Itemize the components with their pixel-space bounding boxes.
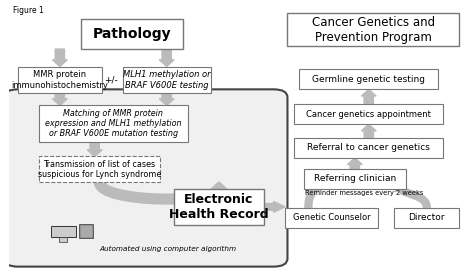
FancyArrow shape [395,185,408,191]
FancyArrow shape [306,185,320,191]
Text: Reminder messages every 2 weeks: Reminder messages every 2 weeks [305,190,423,196]
Bar [79,224,93,238]
FancyArrow shape [264,201,285,212]
FancyBboxPatch shape [4,89,287,266]
Bar [59,237,67,242]
Bar [39,106,188,142]
Text: Transmission of list of cases
suspicious for Lynch syndrome: Transmission of list of cases suspicious… [37,160,161,179]
Bar [294,138,443,158]
Text: Figure 1: Figure 1 [13,6,44,15]
Text: Matching of MMR protein
expression and MLH1 methylation
or BRAF V600E mutation t: Matching of MMR protein expression and M… [45,109,182,139]
FancyArrow shape [347,158,362,168]
Bar [394,208,459,228]
Text: +/-: +/- [104,75,118,85]
FancyArrow shape [361,124,376,138]
FancyArrow shape [159,93,174,106]
Bar [299,69,438,89]
FancyArrow shape [53,49,67,66]
Bar [173,189,264,225]
Text: Electronic
Health Record: Electronic Health Record [169,193,269,221]
FancyArrow shape [159,49,174,66]
Text: Pathology: Pathology [92,27,171,41]
Bar [123,66,211,93]
Bar [51,226,76,237]
Text: Cancer Genetics and
Prevention Program: Cancer Genetics and Prevention Program [312,16,435,43]
Text: MLH1 methylation or
BRAF V600E testing: MLH1 methylation or BRAF V600E testing [123,70,210,90]
FancyArrow shape [211,182,227,190]
Text: Referral to cancer genetics: Referral to cancer genetics [307,143,430,152]
Bar [294,104,443,124]
Text: MMR protein
immunohistochemistry: MMR protein immunohistochemistry [11,70,108,90]
Bar [39,157,160,182]
FancyArrow shape [87,142,102,157]
FancyArrow shape [361,89,376,104]
Bar [18,66,101,93]
Text: Director: Director [409,213,445,222]
FancyArrow shape [53,93,67,106]
Text: Automated using computer algorithm: Automated using computer algorithm [100,246,237,252]
Bar [304,168,406,189]
Text: Germline genetic testing: Germline genetic testing [312,75,425,84]
Bar [80,225,93,238]
Bar [287,13,459,46]
Bar [285,208,378,228]
Text: Referring clinician: Referring clinician [314,174,396,183]
Text: Cancer genetics appointment: Cancer genetics appointment [306,110,431,119]
Bar [81,19,183,49]
Text: Genetic Counselor: Genetic Counselor [293,213,370,222]
